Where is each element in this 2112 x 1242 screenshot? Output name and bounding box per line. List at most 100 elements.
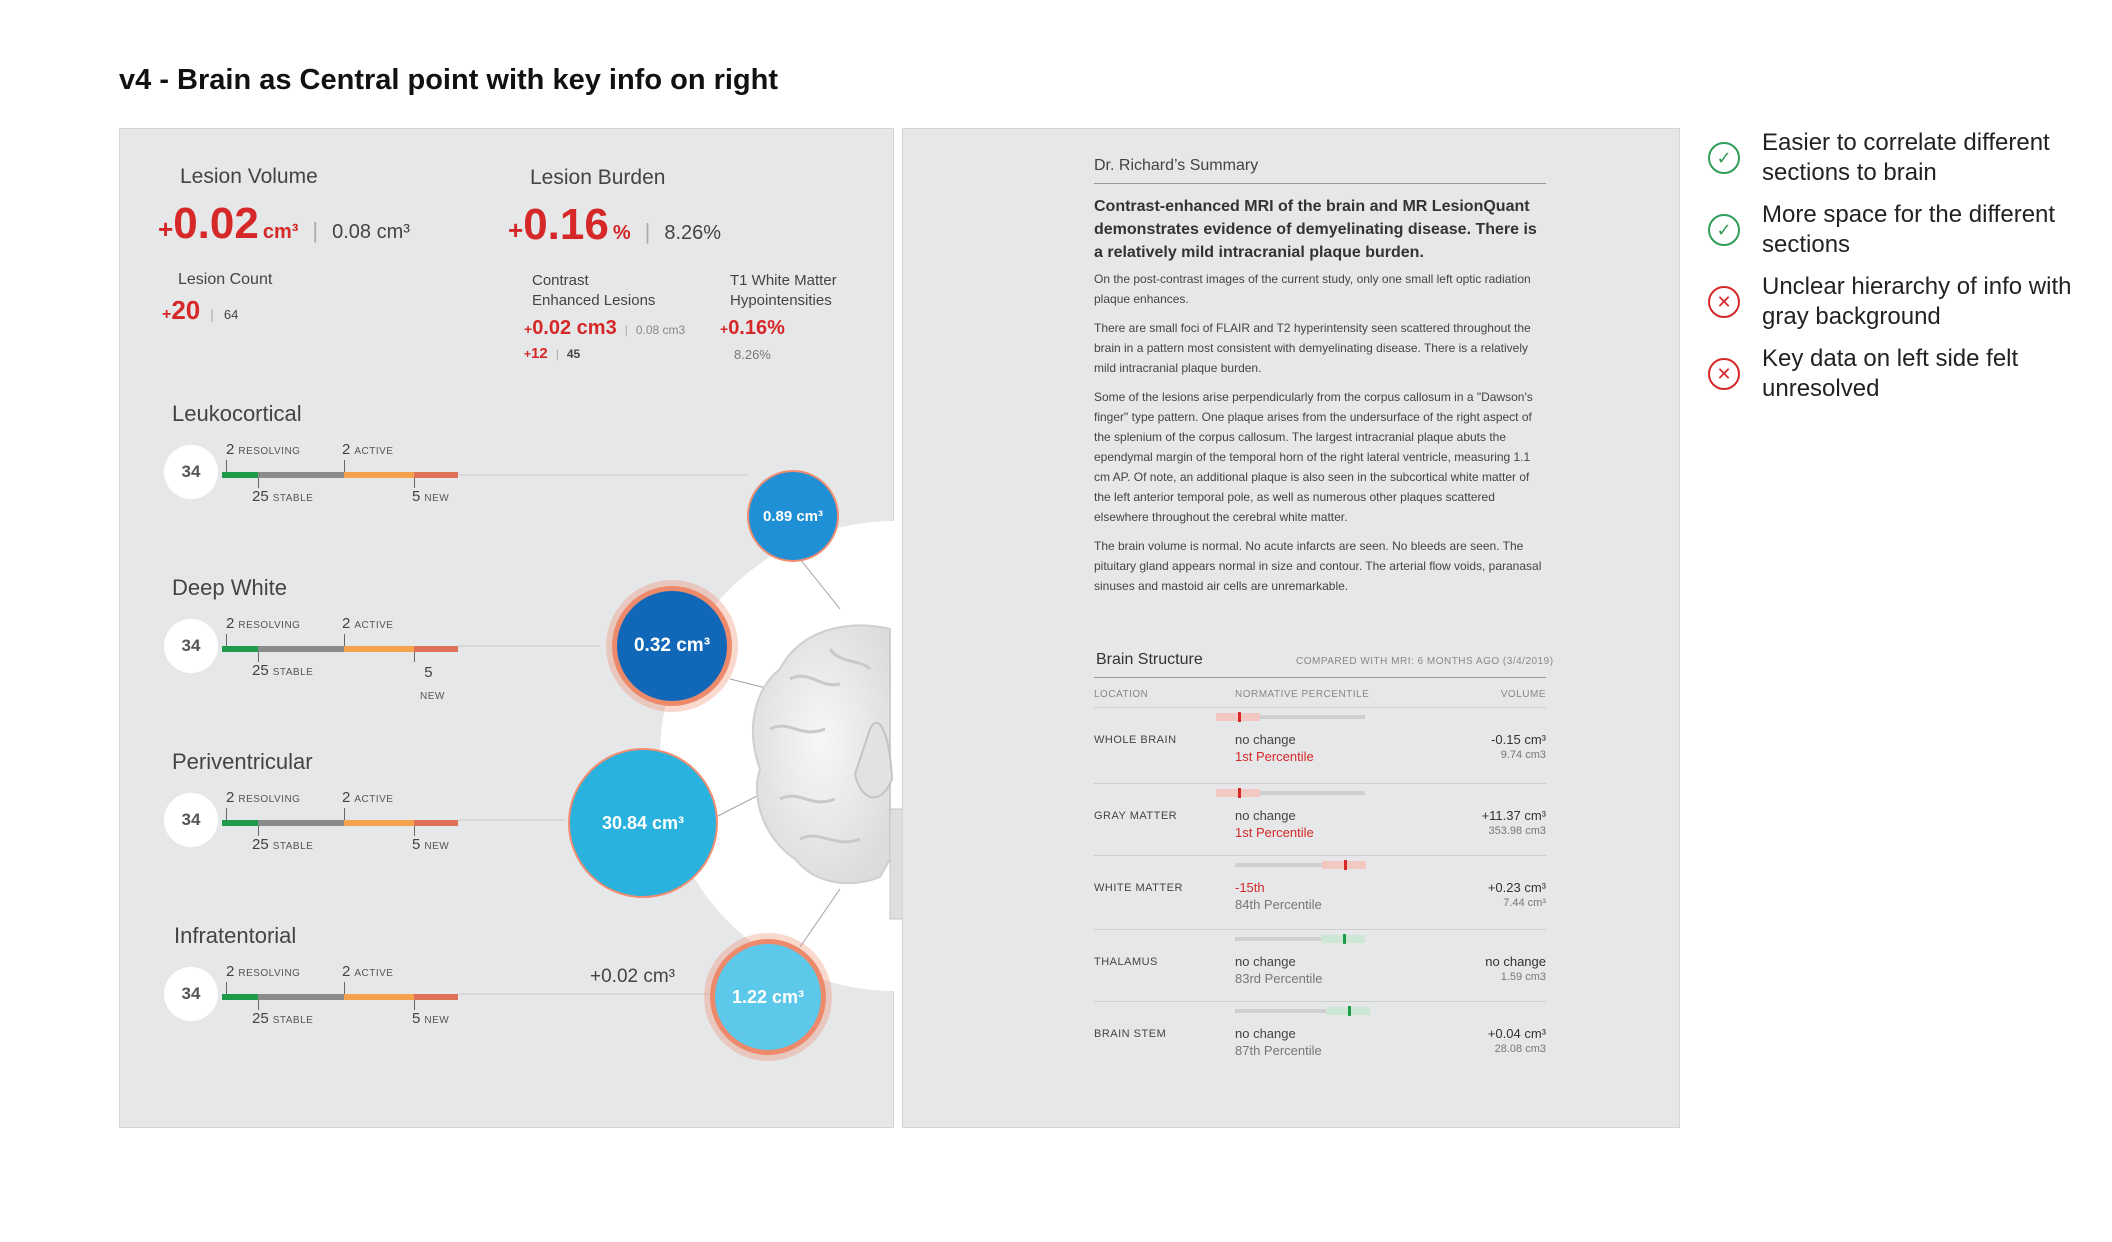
- bar-tick: [344, 808, 345, 820]
- bar-tick: [226, 634, 227, 646]
- bar-tick: [414, 478, 415, 488]
- bar-tick: [226, 460, 227, 472]
- note-text: Key data on left side felt unresolved: [1762, 345, 2019, 402]
- volume-bubble[interactable]: 0.89 cm³: [747, 470, 839, 562]
- left-panel: Lesion Volume + 0.02 cm³ | 0.08 cm³ Lesi…: [119, 128, 1130, 1128]
- bar-tick: [226, 808, 227, 820]
- summary-header: Dr. Richard’s Summary: [1094, 157, 1259, 174]
- bar-active: [344, 820, 414, 826]
- row-change: no change: [1235, 954, 1296, 969]
- col-normative: NORMATIVE PERCENTILE: [1235, 689, 1370, 700]
- section-title: Periventricular: [172, 749, 313, 774]
- t1-value: + 0.16%: [720, 317, 785, 339]
- row-divider: [1094, 855, 1546, 856]
- row-percentile: 84th Percentile: [1235, 897, 1322, 912]
- x-circle-icon: ✕: [1708, 286, 1740, 318]
- row-location: BRAIN STEM: [1094, 1028, 1167, 1040]
- contrast-label: Contrast Enhanced Lesions: [532, 272, 656, 309]
- label-resolving: 2 RESOLVING: [226, 963, 301, 980]
- col-volume: VOLUME: [1500, 689, 1546, 700]
- section-extra-volume: +0.02 cm³: [590, 966, 676, 987]
- row-percentile: 1st Percentile: [1235, 825, 1314, 840]
- section-count-badge[interactable]: 34: [164, 967, 218, 1021]
- lesion-count-value: + 20 | 64: [162, 295, 239, 325]
- bar-stable: [258, 646, 344, 652]
- contrast-count: + 12 | 45: [524, 345, 581, 362]
- label-new: 5 NEW: [412, 836, 450, 853]
- note-text: Unclear hierarchy of info with gray back…: [1762, 273, 2072, 330]
- label-stable: 25 STABLE: [252, 1010, 314, 1027]
- bar-tick: [414, 826, 415, 836]
- bar-stable: [258, 820, 344, 826]
- row-volume-total: 28.08 cm3: [1494, 1043, 1546, 1055]
- row-location: WHOLE BRAIN: [1094, 734, 1177, 746]
- check-circle-icon: ✓: [1708, 142, 1740, 174]
- bar-tick: [258, 1000, 259, 1010]
- row-volume: +0.04 cm³: [1487, 1026, 1546, 1041]
- lesion-volume-value: + 0.02 cm³ | 0.08 cm³: [158, 199, 410, 248]
- bar-active: [344, 646, 414, 652]
- label-active: 2 ACTIVE: [342, 441, 394, 458]
- row-divider: [1094, 929, 1546, 930]
- summary-paragraph: On the post-contrast images of the curre…: [1094, 272, 1531, 306]
- label-stable: 25 STABLE: [252, 836, 314, 853]
- summary-paragraph: The brain volume is normal. No acute inf…: [1094, 539, 1542, 593]
- label-active: 2 ACTIVE: [342, 963, 394, 980]
- bar-stable: [258, 472, 344, 478]
- contrast-value: + 0.02 cm3 | 0.08 cm3: [524, 317, 686, 339]
- bar-tick: [258, 478, 259, 488]
- row-change: -15th: [1235, 880, 1265, 895]
- lesion-burden-value: + 0.16 % | 8.26%: [508, 200, 722, 249]
- bar-new: [414, 820, 458, 826]
- section-count-badge[interactable]: 34: [164, 793, 218, 847]
- t1-total: 8.26%: [734, 347, 771, 362]
- bar-new: [414, 472, 458, 478]
- row-percentile: 83rd Percentile: [1235, 971, 1323, 986]
- section-title: Deep White: [172, 575, 287, 600]
- volume-bubble[interactable]: 0.32 cm³: [612, 586, 732, 706]
- row-volume-total: 353.98 cm3: [1488, 825, 1546, 837]
- row-change: no change: [1235, 1026, 1296, 1041]
- bar-active: [344, 472, 414, 478]
- section-title: Leukocortical: [172, 401, 302, 426]
- note-text: More space for the different sections: [1762, 201, 2056, 258]
- section-count-badge[interactable]: 34: [164, 619, 218, 673]
- volume-bubble[interactable]: 30.84 cm³: [568, 748, 718, 898]
- section-count-badge[interactable]: 34: [164, 445, 218, 499]
- bar-tick: [258, 826, 259, 836]
- label-active: 2 ACTIVE: [342, 789, 394, 806]
- row-change: no change: [1235, 808, 1296, 823]
- label-new: 5 NEW: [412, 488, 450, 505]
- label-new: 5 NEW: [412, 1010, 450, 1027]
- label-new: 5 NEW: [420, 664, 445, 702]
- bar-new: [414, 646, 458, 652]
- summary-lead: Contrast-enhanced MRI of the brain and M…: [1094, 198, 1537, 261]
- bar-active: [344, 994, 414, 1000]
- volume-bubble[interactable]: 1.22 cm³: [710, 939, 826, 1055]
- note-text: Easier to correlate different sections t…: [1762, 129, 2050, 186]
- bar-resolving: [222, 994, 258, 1000]
- page-title: v4 - Brain as Central point with key inf…: [119, 64, 779, 96]
- lesion-burden-label: Lesion Burden: [530, 166, 666, 189]
- summary-divider: [1094, 183, 1546, 184]
- label-resolving: 2 RESOLVING: [226, 789, 301, 806]
- brain-structure-compared: COMPARED WITH MRI: 6 MONTHS AGO (3/4/201…: [1296, 656, 1554, 667]
- row-percentile: 1st Percentile: [1235, 749, 1314, 764]
- label-stable: 25 STABLE: [252, 662, 314, 679]
- bar-tick: [414, 652, 415, 662]
- percentile-bar: [1235, 791, 1365, 795]
- row-divider: [1094, 707, 1546, 708]
- bar-tick: [258, 652, 259, 662]
- row-volume-total: 1.59 cm3: [1500, 971, 1546, 983]
- row-volume: no change: [1485, 954, 1546, 969]
- lesion-count-label: Lesion Count: [178, 271, 273, 288]
- section-title: Infratentorial: [174, 923, 297, 948]
- lesion-volume-label: Lesion Volume: [180, 165, 318, 188]
- col-location: LOCATION: [1094, 689, 1149, 700]
- percentile-bar: [1235, 937, 1365, 941]
- bar-tick: [226, 982, 227, 994]
- percentile-marker: [1344, 860, 1348, 870]
- summary-body: On the post-contrast images of the curre…: [1094, 269, 1546, 596]
- row-location: THALAMUS: [1094, 956, 1158, 968]
- brain-structure-divider: [1094, 677, 1546, 678]
